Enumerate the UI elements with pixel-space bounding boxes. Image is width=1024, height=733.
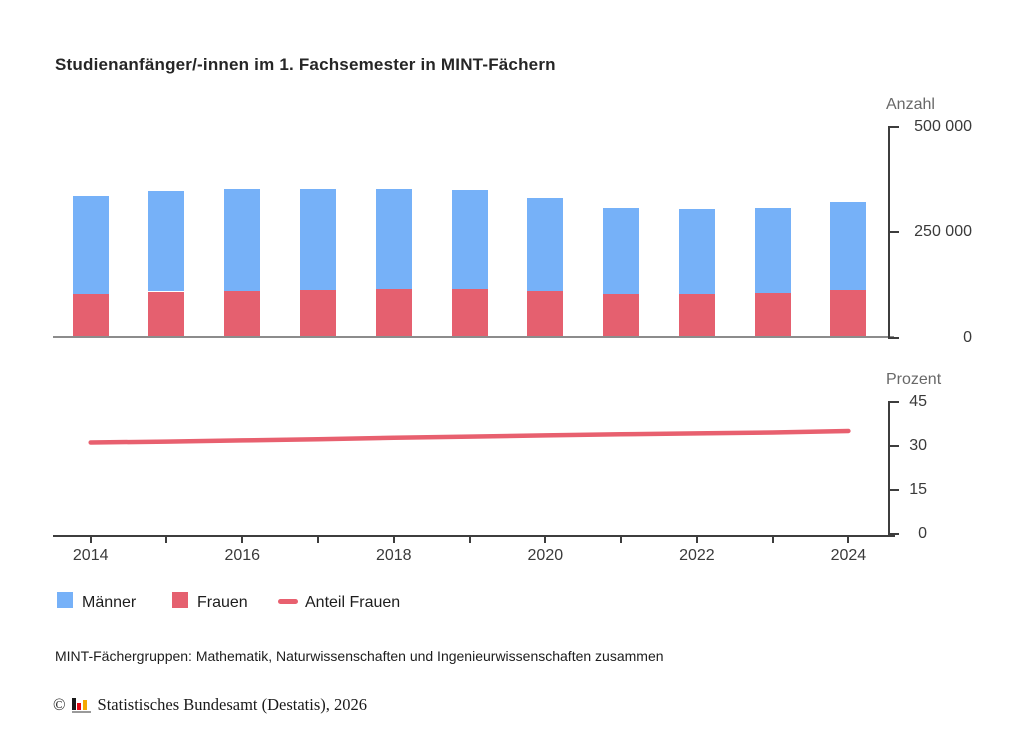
legend-label-maenner: Männer	[82, 594, 137, 611]
bar-maenner-2018	[375, 188, 412, 289]
copyright-symbol: ©	[53, 695, 66, 714]
anzahl-tick-500000	[888, 125, 899, 128]
chart-title: Studienanfänger/-innen im 1. Fachsemeste…	[55, 55, 556, 74]
bar-frauen-2016	[224, 290, 261, 338]
prozent-tick-label-0: 0	[918, 525, 927, 542]
legend-label-anteil-frauen: Anteil Frauen	[305, 594, 401, 611]
xtick-2019	[468, 536, 471, 543]
prozent-tick-15	[888, 489, 899, 491]
xtick-label-2020: 2020	[527, 547, 564, 564]
bar-maenner-2017	[300, 188, 336, 290]
bar-frauen-2023	[754, 292, 791, 338]
bar-frauen-2014	[72, 293, 109, 338]
anzahl-tick-label-500000: 500 000	[914, 117, 972, 135]
x-axis-line	[53, 535, 895, 537]
prozent-tick-label-15: 15	[909, 481, 927, 498]
bar-frauen-2018	[375, 288, 412, 338]
bar-frauen-2015	[148, 291, 185, 338]
anzahl-tick-label-0: 0	[963, 328, 972, 346]
bar-maenner-2023	[754, 207, 791, 293]
legend-swatch-anteil-frauen-line	[278, 599, 298, 604]
xtick-2015	[165, 536, 168, 543]
anteil-frauen-line	[88, 428, 851, 445]
legend: Männer Frauen Anteil Frauen	[0, 0, 1024, 611]
top-axis-title: Anzahl	[886, 96, 935, 113]
xtick-2023	[771, 536, 774, 543]
xtick-2022	[695, 536, 698, 543]
bar-maenner-2022	[678, 208, 715, 294]
footnote: MINT-Fächergruppen: Mathematik, Naturwis…	[55, 648, 664, 664]
anzahl-tick-250000	[888, 231, 899, 233]
bar-maenner-2020	[527, 197, 564, 291]
bar-frauen-2021	[603, 293, 640, 338]
bar-frauen-2020	[527, 290, 564, 338]
anzahl-tick-label-250000: 250 000	[914, 223, 972, 240]
anzahl-tick-0	[888, 336, 899, 339]
xtick-label-2024: 2024	[830, 547, 867, 564]
bar-frauen-2024	[830, 290, 867, 338]
destatis-bars-icon	[71, 697, 92, 713]
bottom-axis-title: Prozent	[886, 371, 942, 388]
bar-maenner-2019	[451, 189, 488, 289]
bar-maenner-2014	[72, 196, 109, 294]
top-chart-baseline	[53, 336, 894, 338]
legend-swatch-maenner	[57, 592, 73, 608]
legend-swatch-frauen	[172, 592, 188, 608]
xtick-label-2016: 2016	[224, 547, 261, 564]
xtick-2014	[89, 536, 92, 543]
copyright-text: Statistisches Bundesamt (Destatis), 2026	[97, 695, 368, 714]
xtick-label-2014: 2014	[72, 547, 109, 564]
xtick-label-2018: 2018	[375, 547, 412, 564]
bar-frauen-2022	[678, 293, 715, 338]
bar-frauen-2019	[451, 288, 488, 338]
prozent-tick-30	[888, 445, 899, 447]
xtick-2016	[241, 536, 244, 543]
prozent-tick-label-45: 45	[909, 393, 927, 410]
bar-frauen-2017	[300, 289, 336, 338]
xtick-2017	[317, 536, 319, 543]
xtick-label-2022: 2022	[679, 547, 715, 564]
legend-label-frauen: Frauen	[197, 594, 248, 611]
copyright-line: © Statistisches Bundesamt (Destatis), 202…	[53, 695, 367, 715]
prozent-tick-0	[888, 533, 899, 535]
xtick-2021	[620, 536, 623, 543]
bar-maenner-2015	[148, 190, 185, 292]
bar-maenner-2024	[830, 202, 867, 291]
xtick-2018	[392, 536, 395, 543]
prozent-tick-45	[888, 401, 899, 403]
xtick-2020	[544, 536, 547, 543]
prozent-tick-label-30: 30	[909, 437, 927, 454]
bar-maenner-2016	[224, 189, 261, 291]
xtick-2024	[847, 536, 850, 543]
bar-maenner-2021	[603, 207, 640, 294]
prozent-axis-line	[888, 402, 890, 535]
